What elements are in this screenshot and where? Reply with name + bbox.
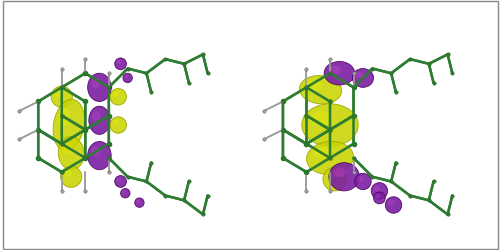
Ellipse shape (58, 108, 70, 126)
Ellipse shape (112, 92, 119, 97)
Ellipse shape (310, 111, 333, 126)
Ellipse shape (329, 163, 360, 191)
Ellipse shape (92, 111, 100, 121)
Ellipse shape (88, 142, 111, 170)
Ellipse shape (116, 178, 121, 182)
Ellipse shape (122, 190, 126, 194)
Ellipse shape (314, 147, 332, 159)
Ellipse shape (62, 142, 72, 154)
Ellipse shape (112, 120, 119, 126)
Ellipse shape (110, 88, 126, 105)
Ellipse shape (376, 194, 380, 198)
Ellipse shape (334, 168, 345, 177)
Ellipse shape (116, 60, 121, 64)
Ellipse shape (371, 183, 388, 199)
Ellipse shape (124, 75, 128, 78)
Ellipse shape (328, 66, 341, 74)
Ellipse shape (134, 198, 144, 207)
Ellipse shape (64, 170, 72, 177)
Ellipse shape (60, 166, 82, 187)
Ellipse shape (302, 104, 358, 146)
Ellipse shape (326, 172, 336, 180)
Ellipse shape (352, 68, 374, 87)
Ellipse shape (356, 72, 364, 78)
Ellipse shape (54, 90, 63, 97)
Ellipse shape (386, 197, 402, 213)
Ellipse shape (51, 86, 72, 107)
Ellipse shape (323, 167, 346, 191)
Ellipse shape (357, 176, 364, 182)
Ellipse shape (324, 62, 354, 85)
Ellipse shape (306, 142, 354, 174)
Ellipse shape (88, 73, 111, 102)
Ellipse shape (354, 173, 371, 190)
Ellipse shape (136, 200, 140, 203)
Ellipse shape (374, 192, 386, 204)
Ellipse shape (114, 176, 126, 187)
Ellipse shape (123, 73, 132, 83)
Ellipse shape (388, 200, 394, 205)
Ellipse shape (374, 186, 380, 191)
Ellipse shape (306, 80, 322, 90)
Ellipse shape (114, 58, 126, 70)
Ellipse shape (58, 137, 84, 170)
Ellipse shape (110, 117, 126, 133)
Ellipse shape (91, 78, 101, 88)
Ellipse shape (89, 106, 110, 134)
Ellipse shape (300, 76, 342, 104)
Ellipse shape (120, 188, 130, 198)
Ellipse shape (91, 146, 101, 156)
Ellipse shape (53, 99, 84, 151)
